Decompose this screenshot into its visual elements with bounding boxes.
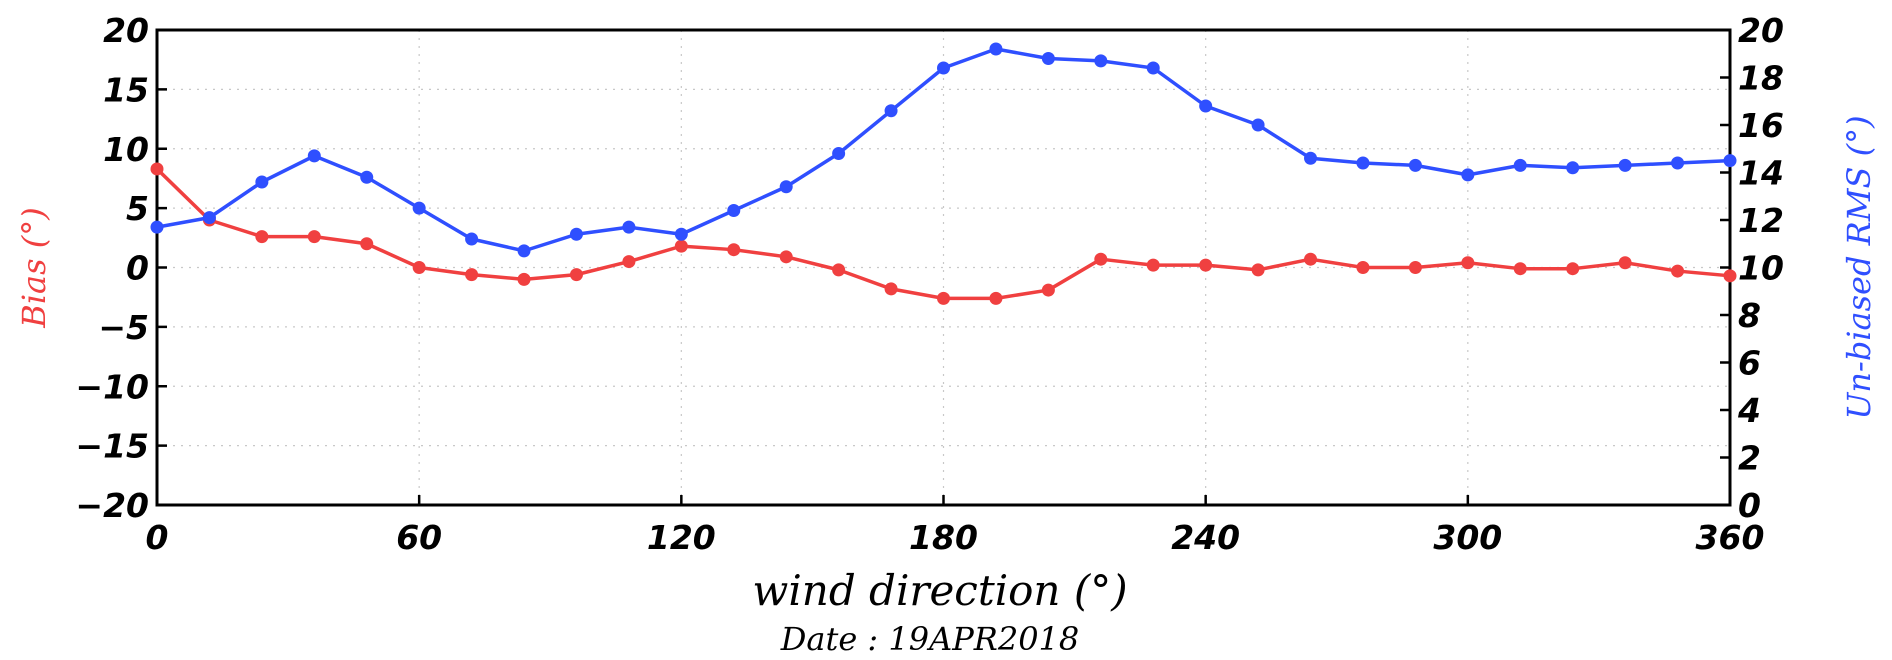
y-left-tick-label: 10 (103, 130, 149, 169)
bias-point (1094, 252, 1108, 266)
bias-point (884, 282, 898, 296)
rms-point (884, 104, 898, 118)
rms-point (989, 42, 1003, 56)
bias-point (465, 268, 479, 282)
y-right-tick-label: 18 (1738, 59, 1784, 98)
rms-point (1408, 158, 1422, 172)
bias-point (412, 261, 426, 274)
rms-point (412, 201, 426, 215)
bias-point (1304, 252, 1318, 266)
x-tick-label: 240 (1171, 518, 1240, 557)
y-right-tick-label: 10 (1738, 249, 1784, 288)
rms-point (622, 220, 636, 234)
y-left-tick-label: 0 (126, 249, 149, 288)
bias-point (150, 162, 164, 176)
bias-point (989, 291, 1003, 305)
y-axis-left-title: Bias (°) (15, 207, 53, 328)
y-right-tick-label: 4 (1737, 391, 1761, 430)
rms-point (1251, 118, 1265, 132)
y-right-tick-label: 14 (1738, 154, 1784, 193)
rms-series (150, 42, 1737, 258)
bias-point (1356, 261, 1370, 274)
bias-point (1618, 256, 1632, 270)
rms-point (307, 149, 321, 163)
rms-point (569, 227, 583, 241)
bias-point (517, 272, 531, 286)
rms-point (1618, 158, 1632, 172)
bias-point (1723, 269, 1737, 283)
y-axis-right-title: Un-biased RMS (°) (1840, 115, 1878, 419)
y-left-tick-label: −5 (98, 308, 149, 347)
x-axis-title: wind direction (°) (752, 566, 1127, 615)
bias-point (674, 239, 688, 253)
y-right-tick-label: 6 (1738, 344, 1761, 383)
bias-point (832, 263, 846, 277)
rms-point (1146, 61, 1160, 75)
bias-point (1408, 261, 1422, 274)
y-left-tick-label: 5 (126, 189, 149, 228)
grid-lines (157, 30, 1730, 505)
y-left-tick-label: 15 (103, 70, 149, 109)
bias-point (1146, 258, 1160, 272)
rms-point (1094, 54, 1108, 68)
bias-series (150, 162, 1737, 305)
rms-point (1356, 156, 1370, 170)
y-right-tick-label: 2 (1738, 439, 1761, 478)
series-group (150, 42, 1737, 305)
y-left-tick-label: 20 (103, 11, 149, 50)
y-right-tick-label: 16 (1738, 106, 1784, 145)
bias-point (1461, 256, 1475, 270)
x-tick-label: 360 (1696, 518, 1765, 557)
bias-point (937, 291, 950, 305)
y-right-tick-label: 8 (1738, 296, 1761, 335)
y-right-tick-label: 0 (1738, 486, 1761, 525)
bias-point (307, 230, 321, 244)
x-tick-label: 300 (1433, 518, 1502, 557)
y-right-tick-label: 12 (1738, 201, 1784, 240)
rms-point (465, 232, 479, 246)
x-tick-label: 60 (396, 518, 442, 557)
rms-point (202, 211, 216, 225)
date-footer: Date : 19APR2018 (780, 620, 1080, 658)
bias-point (1041, 283, 1055, 297)
bias-point (1251, 263, 1265, 277)
bias-point (255, 230, 269, 244)
x-tick-label: 180 (909, 518, 978, 557)
axis-ticks: 0 60 120 180 240 300 36020151050−5−10−15−20201… (75, 11, 1784, 557)
bias-point (1671, 264, 1685, 278)
rms-point (1513, 158, 1527, 172)
rms-point (727, 204, 741, 217)
rms-point (517, 244, 531, 258)
bias-point (1199, 258, 1213, 272)
rms-point (150, 220, 164, 234)
bias-point (727, 243, 741, 257)
bias-point (622, 255, 636, 269)
x-tick-label: 120 (647, 518, 716, 557)
y-right-tick-label: 20 (1738, 11, 1784, 50)
y-left-tick-label: −10 (75, 367, 149, 406)
rms-point (832, 147, 846, 160)
y-left-tick-label: −20 (75, 486, 149, 525)
rms-point (1199, 99, 1213, 113)
rms-point (1566, 161, 1580, 175)
x-tick-label: 0 (146, 518, 169, 557)
bias-point (1566, 262, 1580, 276)
rms-point (360, 170, 374, 184)
rms-point (1723, 154, 1737, 168)
rms-point (779, 180, 793, 194)
y-left-tick-label: −15 (75, 427, 149, 466)
rms-point (674, 227, 688, 241)
rms-point (1041, 52, 1055, 65)
rms-point (1461, 168, 1475, 182)
rms-point (937, 61, 950, 75)
bias-point (779, 250, 793, 264)
bias-point (1513, 262, 1527, 276)
bias-point (569, 268, 583, 282)
rms-point (1671, 156, 1685, 170)
bias-point (360, 237, 374, 251)
rms-point (255, 175, 269, 189)
rms-point (1304, 151, 1318, 165)
